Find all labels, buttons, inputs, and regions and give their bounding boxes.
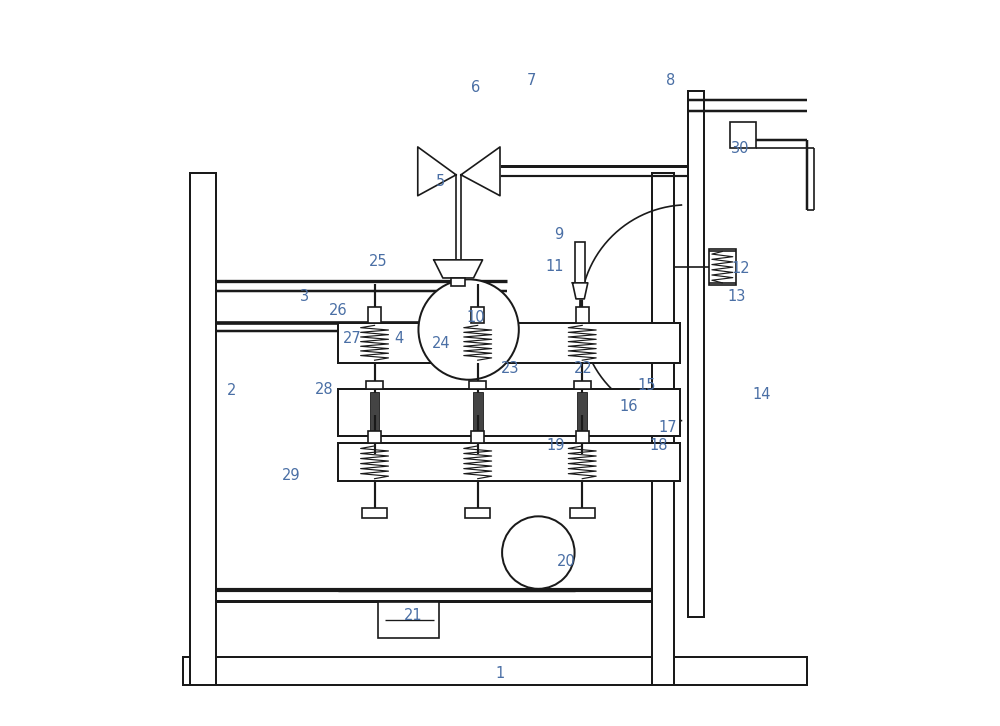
Polygon shape — [572, 283, 588, 299]
Bar — [378, 602, 439, 638]
Bar — [465, 508, 490, 518]
Bar — [368, 431, 381, 443]
Text: 3: 3 — [300, 289, 309, 304]
Text: 7: 7 — [527, 73, 536, 89]
Polygon shape — [434, 260, 483, 278]
Text: 27: 27 — [343, 331, 362, 346]
Polygon shape — [418, 147, 456, 196]
Text: 26: 26 — [329, 303, 348, 318]
Text: 8: 8 — [666, 73, 675, 89]
Text: 16: 16 — [620, 399, 638, 414]
Bar — [574, 381, 591, 389]
Bar — [370, 392, 379, 433]
Bar — [576, 431, 589, 443]
Text: 24: 24 — [431, 336, 450, 351]
Bar — [576, 307, 589, 322]
Text: 30: 30 — [731, 141, 750, 156]
Text: 9: 9 — [555, 227, 564, 242]
Bar — [570, 508, 595, 518]
Bar — [575, 242, 585, 283]
Text: 14: 14 — [752, 387, 771, 402]
Circle shape — [418, 280, 519, 380]
Bar — [471, 431, 484, 443]
Text: 23: 23 — [501, 361, 520, 376]
Text: 15: 15 — [637, 378, 656, 393]
Text: 12: 12 — [731, 261, 750, 277]
Bar — [338, 322, 680, 363]
Bar — [338, 443, 680, 481]
Text: 29: 29 — [282, 468, 300, 484]
Text: 22: 22 — [574, 361, 593, 376]
Polygon shape — [461, 147, 500, 196]
Text: 2: 2 — [227, 383, 236, 399]
Text: 20: 20 — [557, 554, 576, 569]
Text: 19: 19 — [547, 438, 565, 453]
Text: 18: 18 — [650, 438, 668, 453]
Text: 13: 13 — [728, 289, 746, 304]
Text: 21: 21 — [404, 608, 422, 623]
Bar — [338, 389, 680, 436]
Bar — [362, 508, 387, 518]
Bar — [652, 173, 674, 685]
Text: 17: 17 — [658, 420, 677, 435]
Text: 11: 11 — [545, 259, 564, 274]
Bar — [366, 381, 383, 389]
Bar — [730, 122, 756, 148]
Text: 4: 4 — [394, 331, 404, 346]
Text: 5: 5 — [436, 174, 445, 189]
Bar — [190, 173, 216, 685]
Bar — [368, 307, 381, 322]
Bar — [688, 91, 704, 617]
Text: 25: 25 — [369, 254, 387, 269]
Text: 28: 28 — [315, 382, 334, 397]
Bar — [709, 249, 736, 285]
Bar — [469, 381, 486, 389]
Circle shape — [502, 516, 575, 589]
Bar — [577, 392, 587, 433]
Text: 6: 6 — [471, 80, 480, 95]
Bar — [471, 307, 484, 322]
Text: 1: 1 — [495, 666, 505, 681]
Text: 10: 10 — [466, 310, 485, 325]
Bar — [183, 657, 807, 685]
Bar — [451, 278, 465, 286]
Bar — [473, 392, 483, 433]
